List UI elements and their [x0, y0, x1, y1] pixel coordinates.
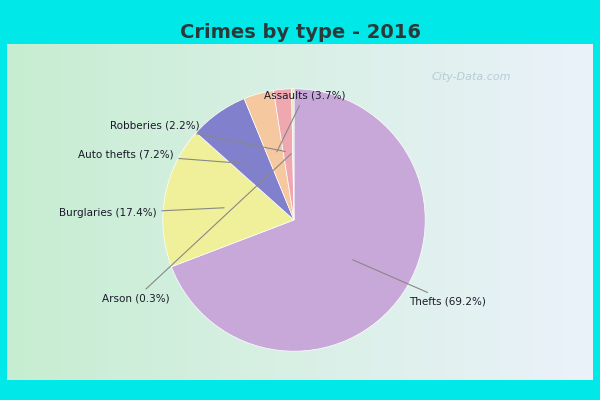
Text: Assaults (3.7%): Assaults (3.7%) [264, 90, 345, 152]
Text: City-Data.com: City-Data.com [432, 72, 511, 82]
Text: Burglaries (17.4%): Burglaries (17.4%) [59, 208, 224, 218]
Wedge shape [292, 89, 294, 220]
Wedge shape [172, 89, 425, 351]
Wedge shape [274, 89, 294, 220]
Text: Crimes by type - 2016: Crimes by type - 2016 [179, 22, 421, 42]
Text: Auto thefts (7.2%): Auto thefts (7.2%) [77, 149, 252, 164]
Wedge shape [163, 133, 294, 267]
Wedge shape [244, 90, 294, 220]
Text: Arson (0.3%): Arson (0.3%) [102, 154, 292, 304]
Text: Thefts (69.2%): Thefts (69.2%) [353, 260, 487, 306]
Wedge shape [196, 99, 294, 220]
Text: Robberies (2.2%): Robberies (2.2%) [110, 120, 285, 152]
